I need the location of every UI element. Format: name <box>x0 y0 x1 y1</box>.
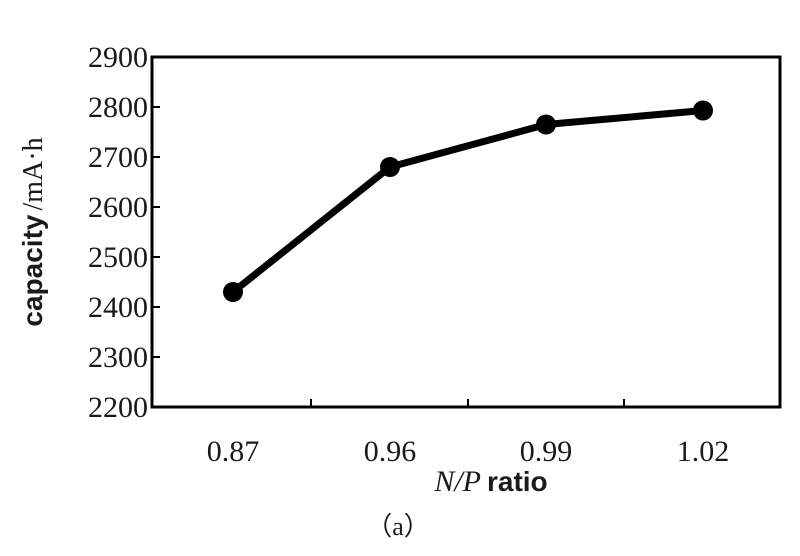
y-tick-label: 2500 <box>88 241 148 274</box>
x-tick-label: 1.02 <box>677 435 730 468</box>
y-tick-label: 2700 <box>88 141 148 174</box>
data-point <box>380 157 400 177</box>
x-tick-label: 0.96 <box>364 435 417 468</box>
data-point <box>693 100 713 121</box>
y-tick-label: 2800 <box>88 91 148 124</box>
plot-frame <box>150 55 782 409</box>
y-tick-label: 2200 <box>88 391 148 424</box>
y-axis: 2200 2300 2400 2500 2600 2700 2800 2900 <box>88 41 160 424</box>
data-point <box>223 282 243 302</box>
x-tick-label: 0.87 <box>207 435 260 468</box>
y-tick-label: 2600 <box>88 191 148 224</box>
x-axis-label: N/P ratio <box>433 465 547 498</box>
x-tick-label: 0.99 <box>520 435 573 468</box>
y-tick-label: 2400 <box>88 291 148 324</box>
y-tick-label: 2900 <box>88 41 148 74</box>
data-points <box>223 100 713 302</box>
series-line <box>229 107 707 296</box>
y-tick-label: 2300 <box>88 341 148 374</box>
y-axis-label: capacity/mA·h <box>17 137 49 326</box>
x-axis: 0.87 0.96 0.99 1.02 <box>207 399 730 468</box>
figure-caption: （a） <box>366 512 430 541</box>
data-point <box>536 114 556 135</box>
